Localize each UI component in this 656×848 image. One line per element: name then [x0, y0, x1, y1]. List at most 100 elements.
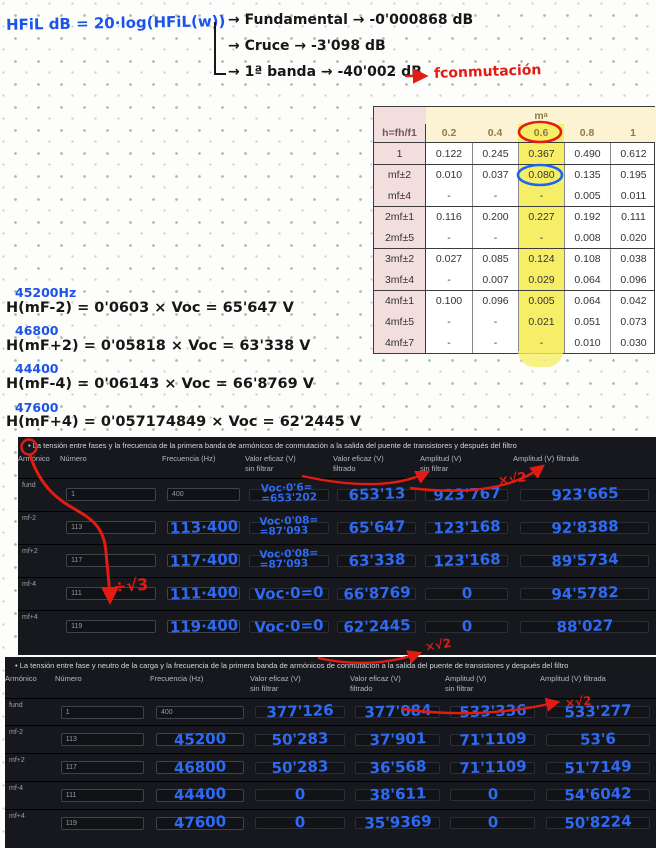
rms-sin-filtrar-input[interactable]: [255, 706, 345, 719]
rms-filtrado-cell: 66'8769: [333, 578, 420, 610]
rms-sin-filtrar-cell: Voc·0'08= =87'093: [245, 545, 333, 577]
rms-sin-filtrar-input[interactable]: [249, 521, 329, 534]
frecuencia-input[interactable]: [166, 620, 241, 634]
numero-input[interactable]: 117: [66, 554, 156, 568]
numero-input[interactable]: 111: [66, 587, 156, 601]
table-row: fund 1 400 Voc·0'6= =653'202 653'13 923'767 92…: [18, 477, 656, 511]
handwritten-value: 66'8769: [342, 582, 411, 603]
numero-cell: 113: [55, 726, 150, 753]
handwritten-value: 0: [486, 785, 499, 804]
row-label: 4mf±1: [374, 291, 426, 311]
row-label: 2mf±1: [374, 207, 426, 227]
table-row: mf-4 111 111·400 Voc·0=0 66'8769 0 94'5782: [18, 576, 656, 610]
handwritten-value: Voc·0'08= =87'093: [259, 513, 319, 538]
amplitud-filtrada-input[interactable]: [545, 789, 651, 802]
branch-primera-banda: → 1ª banda → -40'002 dB: [228, 64, 422, 80]
amplitud-filtrada-input[interactable]: [545, 761, 651, 774]
amplitud-sin-filtrar-input[interactable]: [449, 789, 536, 802]
numero-input[interactable]: 119: [66, 620, 156, 634]
numero-input[interactable]: 119: [60, 816, 145, 830]
amplitud-filtrada-input[interactable]: [545, 817, 651, 830]
cell-value: -: [518, 332, 564, 353]
numero-input[interactable]: 1: [66, 488, 156, 502]
amplitud-sin-filtrar-input[interactable]: [424, 620, 509, 633]
frecuencia-input[interactable]: [156, 761, 244, 775]
handwritten-value: 35'9369: [363, 812, 432, 833]
tick-0.6: 0.6: [518, 124, 564, 142]
amplitud-filtrada-cell: 533'277: [540, 699, 656, 726]
cell-value: 0.042: [610, 291, 656, 311]
amplitud-filtrada-input[interactable]: [520, 620, 649, 633]
handwritten-value: Voc·0=0: [254, 615, 324, 636]
numero-input[interactable]: 113: [60, 733, 145, 747]
amplitud-filtrada-cell: 50'8224: [540, 810, 656, 837]
rms-sin-filtrar-input[interactable]: [255, 761, 345, 774]
rms-filtrado-input[interactable]: [337, 587, 416, 600]
rms-filtrado-input[interactable]: [337, 521, 416, 534]
rms-filtrado-input[interactable]: [337, 488, 416, 501]
rms-sin-filtrar-cell: 0: [250, 810, 350, 837]
rms-filtrado-input[interactable]: [354, 733, 441, 746]
harmonics-table-body: 1 0.122 0.245 0.367 0.490 0.612 mf±2 0.010 0.037…: [374, 143, 654, 353]
harmonic-label: mf+2: [22, 547, 38, 555]
amplitud-sin-filtrar-input[interactable]: [449, 733, 536, 746]
frecuencia-input[interactable]: [156, 816, 244, 830]
frecuencia-input[interactable]: [166, 587, 241, 601]
amplitud-sin-filtrar-input[interactable]: [424, 554, 509, 567]
frecuencia-input[interactable]: [166, 521, 241, 535]
amplitud-filtrada-input[interactable]: [520, 488, 649, 501]
amplitud-sin-filtrar-input[interactable]: [449, 817, 536, 830]
frecuencia-cell: 113·400: [162, 512, 245, 544]
numero-input[interactable]: 117: [60, 761, 145, 775]
amplitud-filtrada-input[interactable]: [520, 554, 649, 567]
amplitud-filtrada-cell: 92'8388: [513, 512, 656, 544]
handwritten-value: Voc·0'08= =87'093: [259, 546, 319, 571]
numero-input[interactable]: 111: [60, 788, 145, 802]
numero-cell: 111: [55, 782, 150, 809]
numero-input[interactable]: 1: [60, 705, 145, 719]
amplitud-filtrada-input[interactable]: [520, 587, 649, 600]
frecuencia-input[interactable]: [156, 733, 244, 747]
amplitud-sin-filtrar-input[interactable]: [424, 587, 509, 600]
column-header-2: Frecuencia (Hz): [162, 454, 216, 464]
numero-input[interactable]: 113: [66, 521, 156, 535]
tick-1: 1: [610, 124, 656, 142]
rms-filtrado-input[interactable]: [337, 620, 416, 633]
rms-filtrado-input[interactable]: [354, 789, 441, 802]
table-row: mf±2 0.010 0.037 0.080 0.135 0.195: [374, 164, 654, 185]
column-header-4: Valor eficaz (V) filtrado: [350, 674, 401, 693]
rms-sin-filtrar-input[interactable]: [255, 817, 345, 830]
rms-filtrado-input[interactable]: [354, 817, 441, 830]
handwritten-value: 88'027: [555, 615, 614, 636]
frecuencia-input[interactable]: 400: [156, 705, 244, 719]
handwritten-value: 36'568: [368, 756, 427, 777]
rms-sin-filtrar-cell: 50'283: [250, 726, 350, 753]
amplitud-filtrada-input[interactable]: [520, 521, 649, 534]
cell-value: 0.085: [472, 249, 518, 269]
rms-sin-filtrar-input[interactable]: [249, 587, 329, 600]
rms-sin-filtrar-input[interactable]: [255, 789, 345, 802]
rms-filtrado-input[interactable]: [337, 554, 416, 567]
fconmutacion-note: fconmutación: [433, 62, 542, 82]
amplitud-filtrada-input[interactable]: [545, 733, 651, 746]
rms-sin-filtrar-input[interactable]: [249, 620, 329, 633]
frecuencia-input[interactable]: 400: [166, 488, 241, 502]
amplitud-sin-filtrar-input[interactable]: [424, 521, 509, 534]
branch-fundamental: → Fundamental → -0'000868 dB: [228, 12, 474, 28]
handwritten-value: 0: [460, 616, 473, 635]
harmonic-label: mf-2: [9, 729, 23, 737]
amplitud-sin-filtrar-input[interactable]: [449, 761, 536, 774]
frecuencia-input[interactable]: [156, 788, 244, 802]
cell-value: 0.096: [472, 291, 518, 311]
rms-filtrado-cell: 38'611: [350, 782, 445, 809]
rms-sin-filtrar-input[interactable]: [249, 554, 329, 567]
table-row: 3mf±4 - 0.007 0.029 0.064 0.096: [374, 269, 654, 290]
column-header-6: Amplitud (V) filtrada: [513, 454, 579, 464]
handwritten-value: 0: [294, 785, 306, 804]
rms-filtrado-input[interactable]: [354, 761, 441, 774]
rms-sin-filtrar-input[interactable]: [249, 488, 329, 501]
frecuencia-input[interactable]: [166, 554, 241, 568]
rms-sin-filtrar-input[interactable]: [255, 733, 345, 746]
